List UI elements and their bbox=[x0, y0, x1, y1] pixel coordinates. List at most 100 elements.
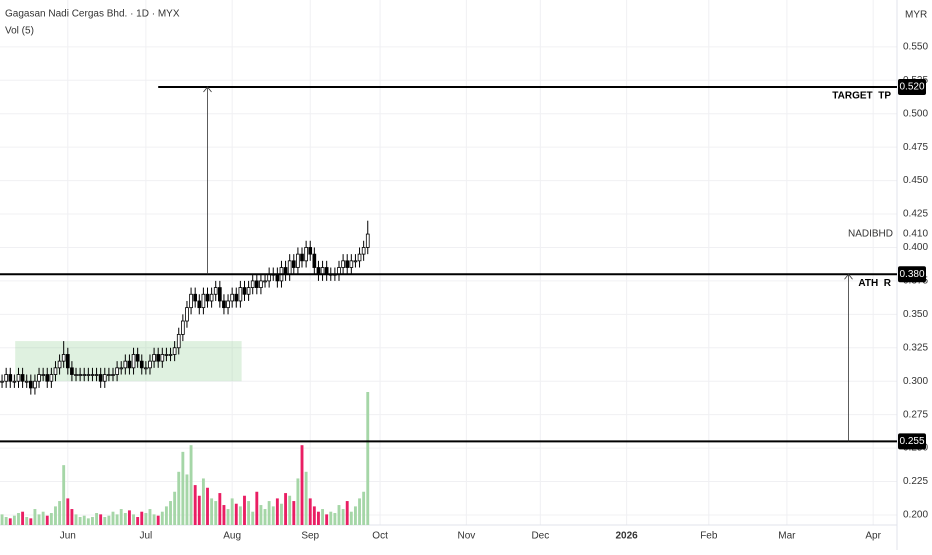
candle-body bbox=[61, 354, 66, 362]
volume-bar bbox=[169, 501, 172, 525]
candle-body bbox=[222, 300, 226, 309]
volume-bar bbox=[91, 517, 94, 525]
candle-body bbox=[238, 287, 243, 302]
candle-body bbox=[283, 267, 288, 275]
candle-body bbox=[365, 233, 370, 248]
chart-title: Gagasan Nadi Cergas Bhd. · 1D · MYX bbox=[5, 9, 180, 20]
volume-bar bbox=[99, 514, 103, 525]
volume-bar bbox=[218, 493, 222, 525]
candle-body bbox=[345, 260, 350, 268]
candle-body bbox=[287, 260, 292, 275]
volume-label: Vol (5) bbox=[5, 26, 34, 37]
level-label: ATH R bbox=[858, 278, 891, 289]
candle-body bbox=[70, 367, 74, 375]
candle-body bbox=[144, 367, 148, 370]
y-tick-label: 0.425 bbox=[903, 209, 928, 220]
candle-body bbox=[230, 293, 234, 302]
x-tick-label: Feb bbox=[700, 531, 718, 542]
candle-body bbox=[127, 360, 132, 369]
candle-body bbox=[82, 374, 87, 376]
candle-body bbox=[197, 300, 202, 309]
volume-bar bbox=[54, 506, 57, 525]
candle-body bbox=[246, 287, 251, 295]
volume-bar bbox=[296, 478, 300, 525]
candle-body bbox=[185, 307, 189, 322]
candle-body bbox=[152, 354, 156, 362]
volume-bar bbox=[197, 495, 201, 525]
volume-bar bbox=[144, 513, 148, 525]
volume-bar bbox=[300, 445, 304, 525]
volume-bar bbox=[111, 511, 115, 525]
candle-body bbox=[357, 253, 362, 262]
candle-body bbox=[176, 333, 181, 349]
y-tick-label: 0.275 bbox=[903, 409, 928, 420]
volume-bar bbox=[317, 511, 320, 525]
candle-body bbox=[308, 247, 313, 255]
level-label: TARGET TP bbox=[832, 91, 891, 102]
volume-bar bbox=[152, 514, 156, 525]
candle-body bbox=[353, 260, 358, 263]
candle-body bbox=[4, 374, 9, 382]
candle-body bbox=[213, 287, 218, 295]
candle-body bbox=[267, 273, 271, 282]
volume-bar bbox=[238, 506, 242, 525]
candle-body bbox=[33, 380, 37, 389]
y-tick-label: 0.475 bbox=[903, 142, 928, 153]
volume-bar bbox=[366, 392, 370, 525]
candle-body bbox=[181, 320, 185, 335]
candle-body bbox=[300, 253, 304, 262]
volume-bar bbox=[78, 517, 82, 525]
price-tag bbox=[898, 266, 926, 283]
y-tick-label: 0.325 bbox=[903, 342, 928, 353]
price-tag-label: 0.380 bbox=[899, 269, 924, 280]
volume-bar bbox=[177, 471, 181, 525]
volume-bar bbox=[8, 518, 12, 525]
volume-bar bbox=[267, 501, 271, 525]
volume-bar bbox=[321, 509, 324, 525]
volume-bar bbox=[308, 498, 312, 525]
volume-bar bbox=[17, 513, 20, 525]
volume-bar bbox=[74, 514, 78, 525]
price-tag bbox=[898, 78, 926, 95]
volume-bar bbox=[29, 518, 33, 525]
candle-body bbox=[37, 374, 41, 382]
volume-bar bbox=[37, 514, 41, 525]
volume-bar bbox=[243, 495, 246, 525]
candle-body bbox=[119, 367, 124, 370]
x-tick-label: Aug bbox=[223, 531, 241, 542]
volume-bar bbox=[41, 511, 45, 525]
candle-body bbox=[316, 267, 321, 275]
candle-body bbox=[12, 380, 17, 383]
volume-bar bbox=[329, 511, 333, 525]
volume-bar bbox=[123, 513, 127, 525]
volume-bar bbox=[288, 495, 292, 525]
candle-body bbox=[275, 273, 280, 282]
candle-body bbox=[139, 360, 144, 369]
volume-bar bbox=[25, 517, 29, 525]
volume-bar bbox=[201, 478, 205, 525]
volume-bar bbox=[210, 498, 214, 525]
volume-bar bbox=[4, 517, 8, 525]
volume-bar bbox=[345, 501, 349, 525]
volume-bar bbox=[337, 505, 341, 525]
volume-bar bbox=[136, 517, 140, 525]
volume-bar bbox=[86, 518, 90, 525]
volume-bar bbox=[58, 501, 62, 525]
volume-bar bbox=[66, 498, 70, 525]
price-tag bbox=[898, 433, 926, 450]
candle-body bbox=[341, 260, 345, 268]
arrow-head bbox=[844, 273, 853, 280]
volume-bar bbox=[358, 498, 361, 525]
volume-bar bbox=[226, 509, 230, 525]
candle-body bbox=[254, 280, 259, 288]
volume-bar bbox=[45, 515, 49, 525]
y-tick-label: 0.225 bbox=[903, 476, 928, 487]
candle-body bbox=[148, 360, 152, 369]
volume-bar bbox=[230, 498, 234, 525]
volume-bar bbox=[349, 511, 353, 525]
candle-body bbox=[361, 247, 366, 255]
x-tick-label: 2026 bbox=[616, 531, 639, 542]
candle-body bbox=[312, 253, 317, 268]
candle-body bbox=[28, 380, 33, 389]
